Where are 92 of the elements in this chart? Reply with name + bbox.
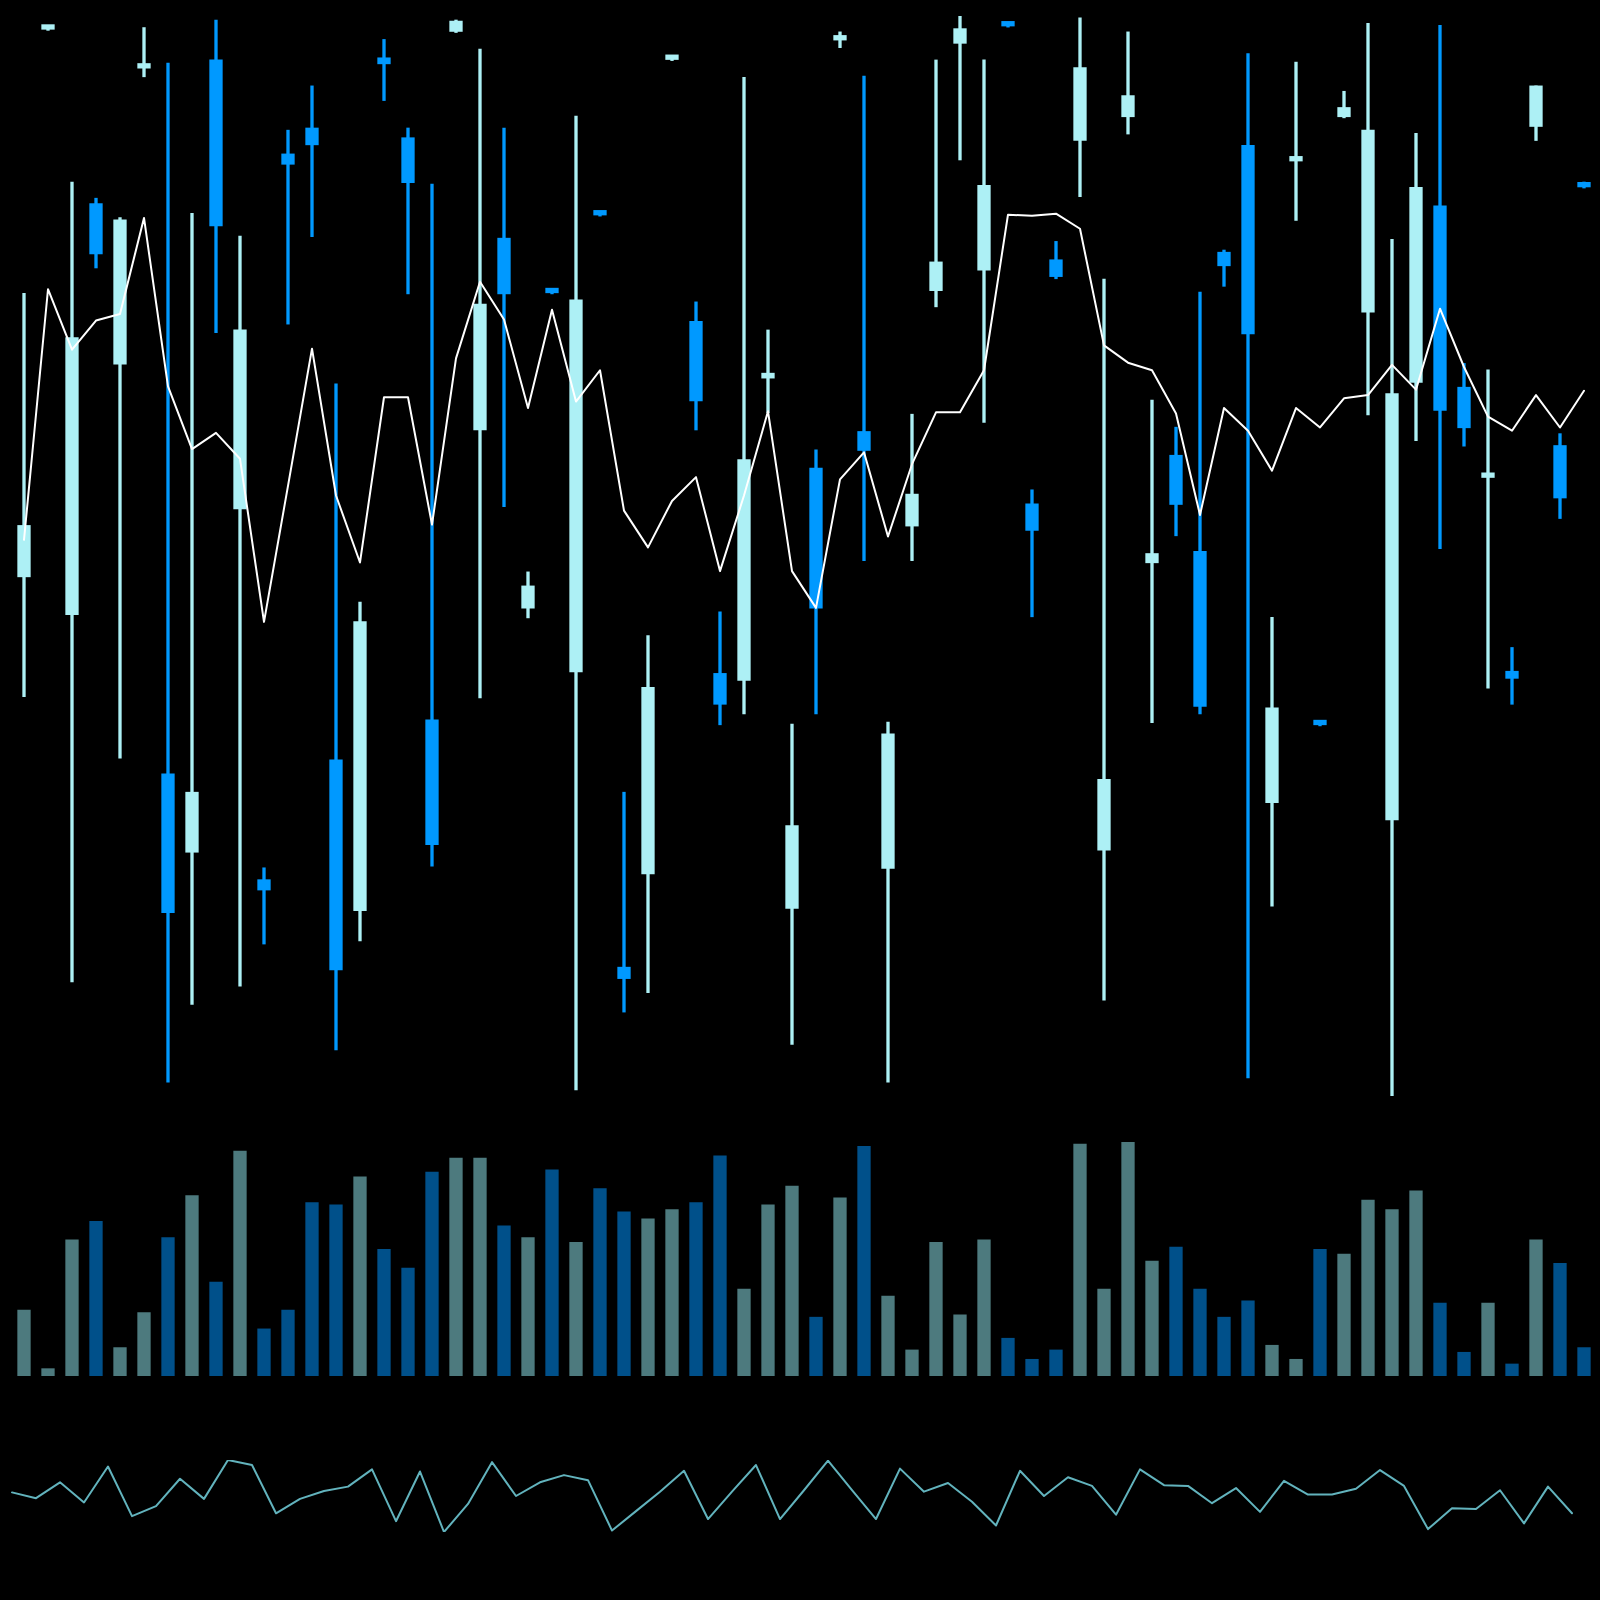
- candlestick: [761, 329, 775, 414]
- bar: [1217, 1316, 1231, 1376]
- bar: [353, 1176, 367, 1376]
- bar: [305, 1202, 319, 1376]
- candlestick: [257, 867, 271, 945]
- bar: [257, 1328, 271, 1376]
- candlestick: [953, 16, 967, 161]
- bar: [377, 1248, 391, 1376]
- bar: [785, 1185, 799, 1376]
- bar: [881, 1295, 895, 1376]
- candlestick: [1025, 489, 1039, 618]
- bar: [857, 1146, 871, 1376]
- candlestick: [905, 413, 919, 561]
- bar: [1529, 1239, 1543, 1376]
- bar: [905, 1349, 919, 1376]
- bar: [1001, 1337, 1015, 1376]
- bar: [473, 1157, 487, 1376]
- candlestick: [281, 129, 295, 325]
- candlestick: [497, 127, 511, 507]
- bar: [1337, 1253, 1351, 1376]
- bar: [1193, 1288, 1207, 1376]
- bar: [1385, 1209, 1399, 1376]
- bar: [1073, 1143, 1087, 1376]
- bar: [1313, 1248, 1327, 1376]
- bar: [593, 1188, 607, 1376]
- bar: [1553, 1263, 1567, 1376]
- bar: [1433, 1302, 1447, 1376]
- bar: [689, 1202, 703, 1376]
- bar: [89, 1220, 103, 1376]
- bar: [233, 1150, 247, 1376]
- candlestick: [137, 27, 151, 78]
- candlestick: [233, 235, 247, 987]
- bar: [1241, 1300, 1255, 1376]
- candlestick: [1121, 31, 1135, 135]
- bar: [1097, 1288, 1111, 1376]
- bar: [17, 1309, 31, 1376]
- bar: [569, 1241, 583, 1376]
- bar: [1169, 1246, 1183, 1376]
- candlestick: [473, 48, 487, 699]
- candlestick: [617, 791, 631, 1013]
- bar: [617, 1211, 631, 1376]
- candlestick: [377, 39, 391, 101]
- bar: [209, 1281, 223, 1376]
- bar: [281, 1309, 295, 1376]
- bar: [1481, 1302, 1495, 1376]
- candlestick: [1505, 647, 1519, 705]
- bar: [737, 1288, 751, 1376]
- bar: [41, 1368, 55, 1376]
- bar: [761, 1204, 775, 1376]
- bar: [1409, 1190, 1423, 1376]
- candlestick: [929, 59, 943, 308]
- candlestick: [17, 292, 31, 698]
- bar: [497, 1225, 511, 1376]
- bar: [449, 1157, 463, 1376]
- bar: [1145, 1260, 1159, 1376]
- candlestick: [1097, 278, 1111, 1001]
- candlestick: [1481, 369, 1495, 689]
- bar: [665, 1209, 679, 1376]
- bar: [545, 1169, 559, 1376]
- bar: [977, 1239, 991, 1376]
- candlestick: [1241, 53, 1255, 1079]
- candlestick: [305, 85, 319, 237]
- bar: [1121, 1142, 1135, 1376]
- bar: [953, 1314, 967, 1376]
- candlestick: [857, 75, 871, 561]
- bar: [809, 1316, 823, 1376]
- candlestick: [1289, 61, 1303, 221]
- bar: [161, 1237, 175, 1376]
- bar: [521, 1237, 535, 1376]
- bar: [65, 1239, 79, 1376]
- bar: [1361, 1199, 1375, 1376]
- candlestick: [185, 212, 199, 1005]
- bar: [1265, 1344, 1279, 1376]
- bar: [113, 1347, 127, 1376]
- bar: [929, 1241, 943, 1376]
- bar: [833, 1197, 847, 1376]
- bar: [401, 1267, 415, 1376]
- bar: [329, 1204, 343, 1376]
- bar: [1505, 1363, 1519, 1376]
- candlestick: [161, 62, 175, 1083]
- bar: [1289, 1358, 1303, 1376]
- bar: [641, 1218, 655, 1376]
- bar: [1025, 1358, 1039, 1376]
- candlestick: [1145, 399, 1159, 723]
- bar: [1049, 1349, 1063, 1376]
- bar: [137, 1312, 151, 1376]
- bar: [1457, 1351, 1471, 1376]
- bar: [425, 1171, 439, 1376]
- candlestick: [425, 183, 439, 867]
- bar: [713, 1155, 727, 1376]
- bar: [1577, 1347, 1591, 1376]
- bar: [185, 1195, 199, 1376]
